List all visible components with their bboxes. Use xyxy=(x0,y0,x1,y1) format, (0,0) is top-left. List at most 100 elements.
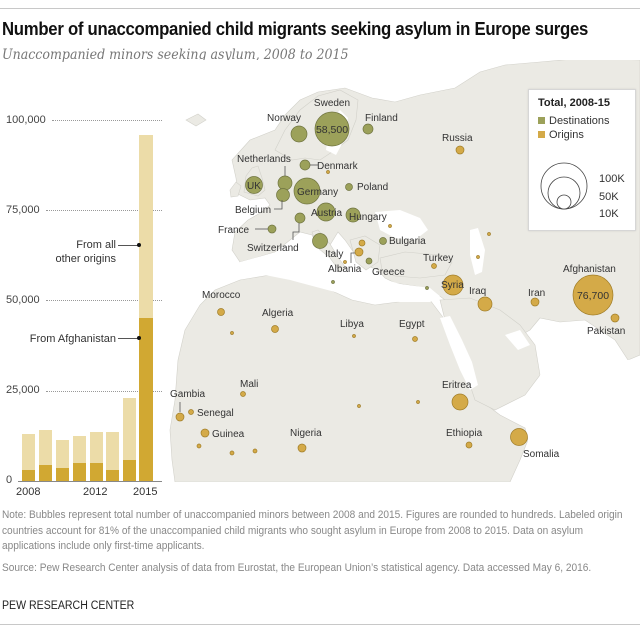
svg-text:Egypt: Egypt xyxy=(399,319,425,330)
size-scale-icon xyxy=(540,162,588,210)
bubble-albania xyxy=(354,247,364,257)
svg-text:Afghanistan: Afghanistan xyxy=(563,264,616,275)
y-tick-75000: 75,000 xyxy=(6,204,40,216)
destination-bubbles xyxy=(245,111,429,290)
bar-2010-afghanistan xyxy=(56,468,69,481)
bubble-uk xyxy=(245,176,263,194)
svg-text:58,500: 58,500 xyxy=(316,124,348,136)
bubble-belgium xyxy=(276,188,290,202)
bar-2013-total xyxy=(106,432,119,481)
svg-text:Hungary: Hungary xyxy=(349,212,387,223)
svg-text:Italy: Italy xyxy=(325,249,343,260)
brand-label: PEW RESEARCH CENTER xyxy=(2,600,135,612)
bubble-netherlands xyxy=(277,175,293,191)
legend-10k: 10K xyxy=(599,208,619,220)
destination-swatch-icon xyxy=(538,117,545,124)
annotation-other-origins: From all other origins xyxy=(55,239,116,265)
bubble-denmark xyxy=(299,159,311,171)
bar-2012-afghanistan xyxy=(90,463,103,481)
bubble-guinea xyxy=(200,428,210,438)
bubble-sweden xyxy=(314,111,350,147)
x-label-2012: 2012 xyxy=(83,486,108,498)
svg-text:Albania: Albania xyxy=(328,264,362,275)
svg-text:Eritrea: Eritrea xyxy=(442,380,472,391)
bubble-iran xyxy=(530,297,540,307)
svg-text:Austria: Austria xyxy=(311,208,343,219)
svg-text:Iraq: Iraq xyxy=(469,286,486,297)
bubble-syria xyxy=(442,274,464,296)
seas xyxy=(240,110,640,482)
svg-text:Germany: Germany xyxy=(297,187,338,198)
bubble-norway xyxy=(290,125,308,143)
x-label-2015: 2015 xyxy=(133,486,158,498)
bubble-russia xyxy=(455,145,465,155)
svg-text:Guinea: Guinea xyxy=(212,429,245,440)
bubble-turkey xyxy=(431,263,437,269)
map-labels: Sweden 58,500 Norway Finland Netherlands… xyxy=(170,98,625,460)
svg-text:Pakistan: Pakistan xyxy=(587,326,625,337)
bubble-france xyxy=(267,224,277,234)
bubble-eritrea xyxy=(451,393,469,411)
svg-text:France: France xyxy=(218,225,250,236)
svg-text:Libya: Libya xyxy=(340,319,364,330)
y-tick-100000: 100,000 xyxy=(6,114,46,126)
bubble-austria xyxy=(316,202,336,222)
bubble-libya xyxy=(352,334,356,338)
bubble-mali xyxy=(240,391,246,397)
top-rule xyxy=(0,8,640,9)
y-tick-0: 0 xyxy=(6,474,13,486)
legend-origins: Origins xyxy=(538,129,584,141)
svg-text:Belgium: Belgium xyxy=(235,205,271,216)
bubble-finland xyxy=(362,123,374,135)
legend-title: Total, 2008-15 xyxy=(538,97,610,109)
y-tick-25000: 25,000 xyxy=(6,384,40,396)
svg-text:Mali: Mali xyxy=(240,379,258,390)
legend-50k: 50K xyxy=(599,191,619,203)
svg-text:UK: UK xyxy=(247,181,261,192)
svg-text:Denmark: Denmark xyxy=(317,161,359,172)
svg-text:Sweden: Sweden xyxy=(314,98,350,109)
marker-other-origins xyxy=(137,243,141,247)
map-leader-lines xyxy=(179,164,355,412)
bubble-egypt xyxy=(412,336,418,342)
footnotes: Note: Bubbles represent total number of … xyxy=(2,508,623,582)
bubble-somalia xyxy=(510,428,528,446)
x-axis xyxy=(18,481,162,482)
y-tick-50000: 50,000 xyxy=(6,294,40,306)
bar-2013-afghanistan xyxy=(106,470,119,481)
svg-text:Morocco: Morocco xyxy=(202,290,241,301)
legend-100k: 100K xyxy=(599,173,625,185)
svg-text:Switzerland: Switzerland xyxy=(247,243,299,254)
bar-2014-afghanistan xyxy=(123,460,136,481)
note-text: Note: Bubbles represent total number of … xyxy=(2,509,623,552)
bubble-senegal xyxy=(188,409,194,415)
svg-text:Poland: Poland xyxy=(357,182,388,193)
bubble-nigeria xyxy=(297,443,307,453)
bubble-pakistan xyxy=(610,313,620,323)
svg-text:Turkey: Turkey xyxy=(423,253,453,264)
bar-2008-afghanistan xyxy=(22,470,35,481)
svg-text:Somalia: Somalia xyxy=(523,449,560,460)
bubble-ethiopia xyxy=(465,441,473,449)
bubble-gambia xyxy=(175,412,185,422)
svg-text:Nigeria: Nigeria xyxy=(290,428,322,439)
source-text: Source: Pew Research Center analysis of … xyxy=(2,561,592,574)
origin-bubbles xyxy=(175,145,620,456)
svg-text:Senegal: Senegal xyxy=(197,408,234,419)
chart-title: Number of unaccompanied child migrants s… xyxy=(2,19,589,39)
leader-other-origins xyxy=(118,245,139,246)
bubble-algeria xyxy=(271,325,279,333)
svg-text:Finland: Finland xyxy=(365,113,398,124)
svg-text:Syria: Syria xyxy=(441,280,464,291)
svg-text:Russia: Russia xyxy=(442,133,473,144)
chart-subtitle: Unaccompanied minors seeking asylum, 200… xyxy=(2,47,349,63)
bubble-poland xyxy=(345,183,353,191)
svg-text:Ethiopia: Ethiopia xyxy=(446,428,483,439)
bubble-iraq xyxy=(477,296,493,312)
gridline-100000 xyxy=(52,120,162,121)
gridline-75000 xyxy=(46,210,162,211)
svg-text:Netherlands: Netherlands xyxy=(237,154,291,165)
bottom-rule xyxy=(0,624,640,625)
bubble-germany xyxy=(293,177,321,205)
bubble-bulgaria xyxy=(379,237,387,245)
